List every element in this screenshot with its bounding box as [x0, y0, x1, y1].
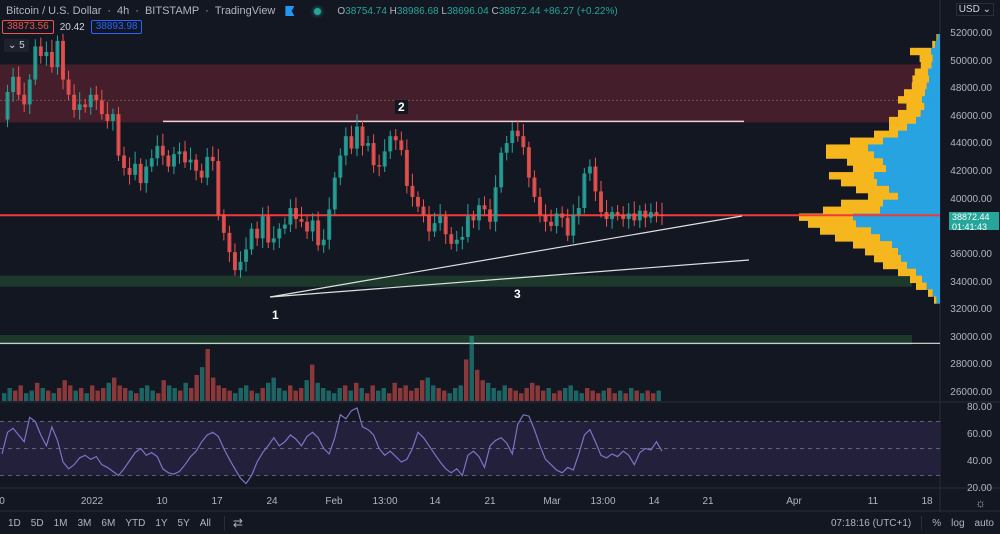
rsi-line — [1, 407, 663, 485]
source-label: TradingView — [214, 5, 276, 17]
price-tick: 34000.00 — [950, 276, 992, 288]
time-tick: 2022 — [80, 496, 104, 507]
volume-profile — [799, 34, 940, 304]
annotation-label[interactable]: 3 — [511, 287, 524, 301]
bottom-toolbar: 1D 5D 1M 3M 6M YTD 1Y 5Y All ⇄ 07:18:16 (UTC+1) … — [0, 512, 1000, 534]
time-tick: 0 — [0, 496, 5, 507]
rsi-tick: 40.00 — [966, 456, 992, 467]
price-tick: 44000.00 — [950, 138, 992, 150]
symbol-legend: Bitcoin / U.S. Dollar · 4h · BITSTAMP · … — [6, 5, 618, 17]
settings-gear-icon[interactable]: ☼ — [975, 496, 986, 510]
range-1m[interactable]: 1M — [53, 517, 68, 529]
time-tick: 13:00 — [590, 496, 616, 507]
price-tick: 42000.00 — [950, 166, 992, 178]
support-zone-1 — [0, 275, 912, 287]
date-range-icon[interactable]: ⇄ — [232, 516, 243, 530]
time-tick: 24 — [266, 496, 278, 507]
time-tick: 17 — [211, 496, 223, 507]
time-tick: 21 — [702, 496, 714, 507]
quote-box: 38873.56 20.42 38893.98 — [2, 20, 143, 34]
time-tick: 21 — [484, 496, 496, 507]
percent-toggle[interactable]: % — [932, 517, 942, 529]
price-tick: 52000.00 — [950, 28, 992, 39]
currency-selector[interactable]: USD ⌄ — [955, 3, 994, 16]
range-1y[interactable]: 1Y — [155, 517, 168, 529]
rsi-tick: 80.00 — [966, 402, 992, 413]
range-all[interactable]: All — [199, 517, 211, 529]
rsi-tick: 60.00 — [966, 429, 992, 440]
clock[interactable]: 07:18:16 (UTC+1) — [830, 517, 912, 529]
rsi-tick: 20.00 — [966, 483, 992, 494]
trendline — [269, 215, 743, 298]
price-candles — [5, 33, 664, 278]
spread-value: 20.42 — [59, 21, 85, 33]
annotation-label[interactable]: 2 — [395, 100, 408, 114]
range-5y[interactable]: 5Y — [177, 517, 190, 529]
sell-button[interactable]: 38873.56 — [2, 20, 54, 34]
annotation-label[interactable]: 1 — [269, 308, 282, 322]
time-tick: 11 — [867, 496, 879, 507]
time-tick: 14 — [429, 496, 441, 507]
time-tick: 10 — [156, 496, 168, 507]
price-tick: 46000.00 — [950, 110, 992, 122]
price-tick: 40000.00 — [950, 193, 992, 205]
price-tick: 28000.00 — [950, 359, 992, 371]
flag-icon[interactable] — [285, 6, 295, 16]
range-6m[interactable]: 6M — [101, 517, 116, 529]
time-tick: 14 — [648, 496, 660, 507]
range-5d[interactable]: 5D — [30, 517, 44, 529]
symbol-name[interactable]: Bitcoin / U.S. Dollar — [6, 5, 102, 17]
resistance-zone — [0, 64, 940, 123]
buy-button[interactable]: 38893.98 — [90, 20, 143, 34]
price-tick: 30000.00 — [950, 331, 992, 343]
support-zone-2 — [0, 335, 912, 345]
price-tick: 36000.00 — [950, 248, 992, 260]
range-3m[interactable]: 3M — [77, 517, 92, 529]
time-tick: Apr — [786, 496, 802, 507]
market-status-icon — [314, 7, 322, 15]
time-tick: 13:00 — [372, 496, 398, 507]
volume-bars — [2, 336, 661, 401]
price-tick: 50000.00 — [950, 55, 992, 67]
time-tick: 18 — [921, 496, 933, 507]
trendline — [269, 259, 750, 298]
auto-toggle[interactable]: auto — [974, 517, 994, 529]
time-tick: Feb — [325, 496, 343, 507]
range-ytd[interactable]: YTD — [125, 517, 146, 529]
last-price-badge: 38872.44 01:41:43 — [949, 212, 999, 232]
price-change: +86.27 (+0.22%) — [543, 5, 618, 17]
price-tick: 32000.00 — [950, 304, 992, 316]
interval-label[interactable]: 4h — [117, 5, 130, 17]
chevron-down-icon: ⌄ — [8, 40, 17, 51]
ohlc-values: O38754.74 H38986.68 L38696.04 C38872.44 … — [337, 5, 618, 17]
price-tick: 26000.00 — [950, 387, 992, 398]
range-1d[interactable]: 1D — [8, 517, 21, 529]
price-tick: 48000.00 — [950, 83, 992, 95]
exchange-label: BITSTAMP — [144, 5, 200, 17]
log-toggle[interactable]: log — [951, 517, 965, 529]
time-tick: Mar — [543, 496, 561, 507]
indicators-toggle[interactable]: ⌄ 5 — [4, 39, 29, 52]
